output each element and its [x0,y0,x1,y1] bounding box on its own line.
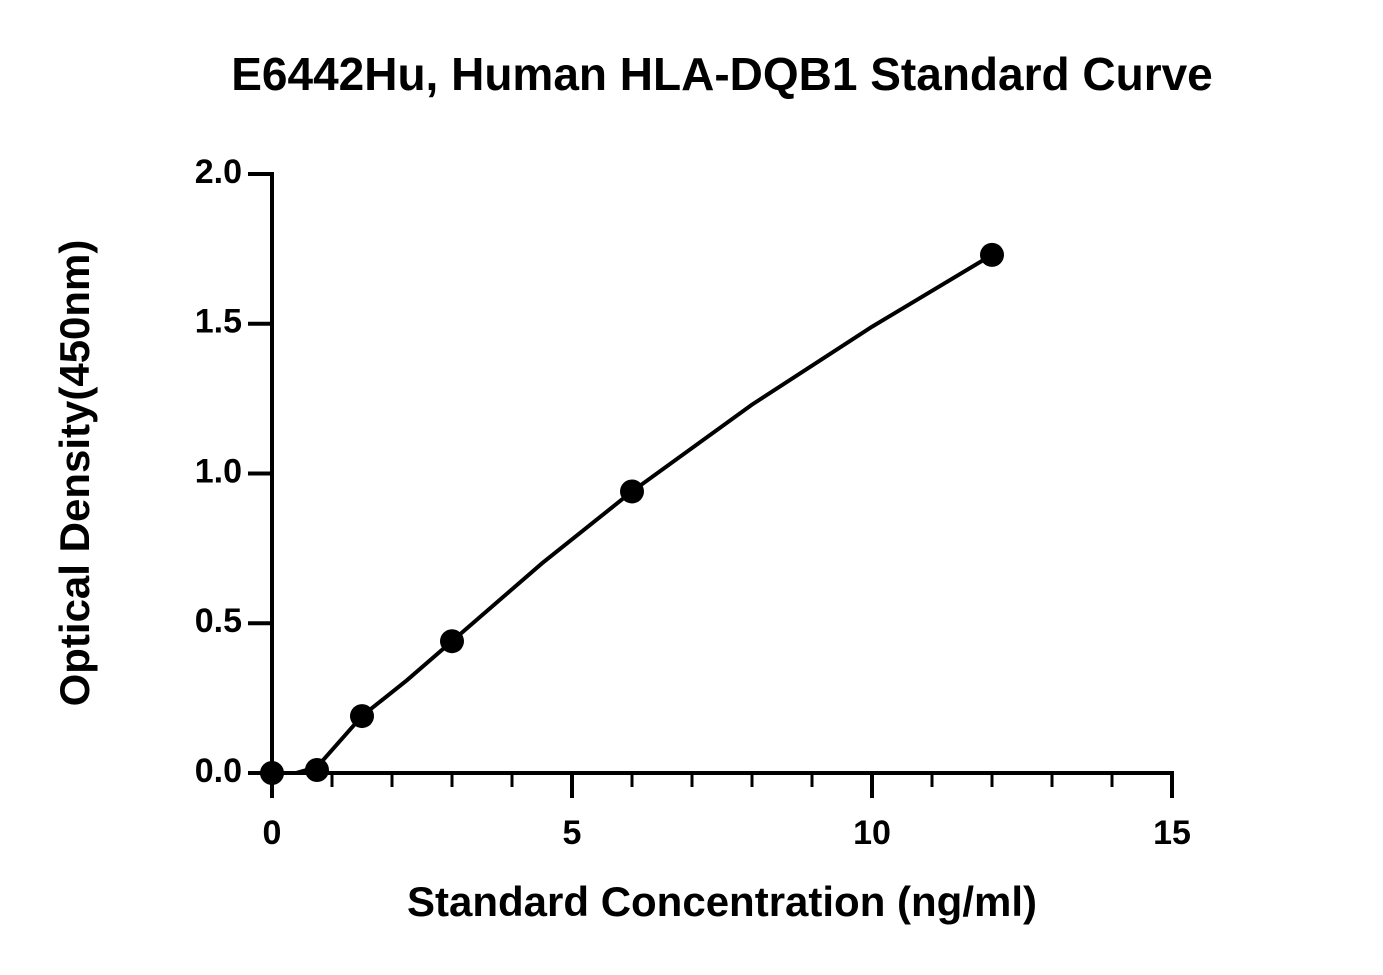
x-axis-label: Standard Concentration (ng/ml) [407,878,1037,925]
data-point [260,761,284,785]
data-point [620,479,644,504]
fit-curve [295,253,994,775]
x-tick-label: 0 [263,814,282,852]
y-tick-label: 0.5 [195,602,242,640]
y-tick-label: 1.0 [195,452,242,490]
x-tick-label: 10 [853,814,891,852]
x-tick-label: 5 [563,814,582,852]
chart-title: E6442Hu, Human HLA-DQB1 Standard Curve [231,48,1213,100]
data-point [440,629,464,654]
y-tick-label: 1.5 [195,303,242,341]
y-tick-label: 2.0 [195,153,242,191]
data-point [980,242,1004,267]
data-point [350,704,374,729]
x-tick-label: 15 [1153,814,1191,852]
y-axis-label: Optical Density(450nm) [51,240,98,707]
data-point [305,758,329,783]
y-tick-label: 0.0 [195,752,242,790]
